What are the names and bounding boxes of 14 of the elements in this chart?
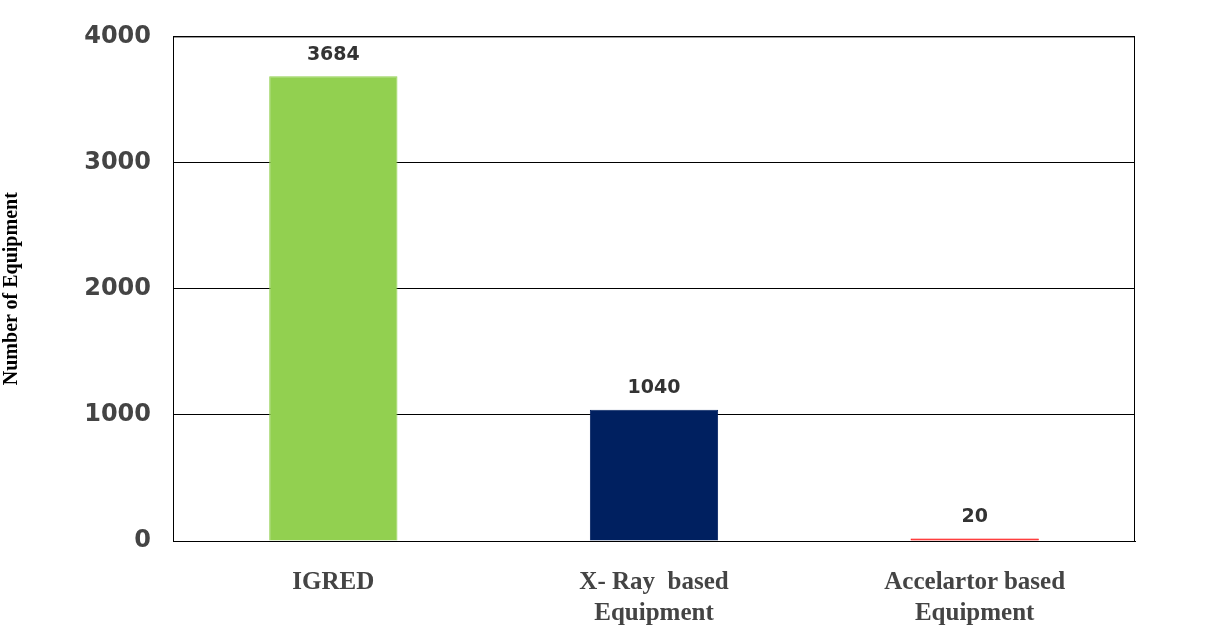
y-tick-label: 0 <box>134 525 151 554</box>
data-label: 1040 <box>627 375 681 398</box>
data-label: 3684 <box>306 41 360 64</box>
y-tick-label: 1000 <box>84 399 151 428</box>
y-tick-label: 4000 <box>84 20 151 49</box>
y-tick-label: 2000 <box>84 272 151 301</box>
bar <box>589 409 719 541</box>
x-tick-label: X- Ray based Equipment <box>579 567 729 626</box>
x-tick-label: IGRED <box>292 567 375 595</box>
y-tick-label: 3000 <box>84 146 151 175</box>
y-axis-title: Number of Equipment <box>0 191 23 386</box>
x-tick-label: Accelartor based Equipment <box>884 567 1066 626</box>
data-label: 20 <box>961 503 988 526</box>
bar <box>269 76 398 541</box>
